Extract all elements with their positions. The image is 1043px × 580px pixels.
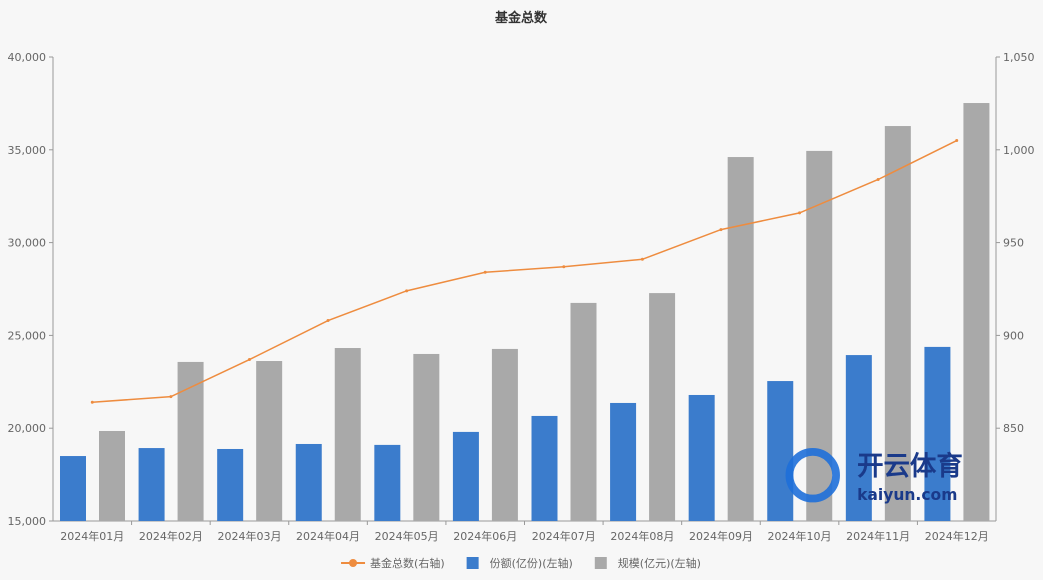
bar-scale [649,293,676,521]
line-point [169,395,173,399]
bar-share [924,346,951,521]
x-axis-tick-label: 2024年06月 [453,529,517,543]
line-point [247,358,251,362]
x-axis-tick-label: 2024年12月 [925,529,989,543]
left-axis-tick-label: 20,000 [8,422,47,435]
x-axis-tick-label: 2024年05月 [375,529,439,543]
x-axis-tick-label: 2024年04月 [296,529,360,543]
right-axis-tick-label: 900 [1003,329,1024,342]
line-point [876,177,880,181]
x-axis-tick-label: 2024年03月 [217,529,281,543]
bar-share [610,402,637,521]
line-point [955,139,959,143]
left-axis-tick-label: 30,000 [8,237,47,250]
x-axis-tick-label: 2024年08月 [610,529,674,543]
legend-label: 规模(亿元)(左轴) [618,556,701,570]
bar-share [374,444,401,521]
right-axis-tick-label: 850 [1003,422,1024,435]
bar-scale [570,302,597,521]
line-point [719,228,723,232]
bar-scale [963,103,990,521]
bar-share [688,394,715,521]
x-axis-tick-label: 2024年07月 [532,529,596,543]
bar-share [845,355,872,521]
line-point [798,211,802,215]
bar-share [452,431,479,521]
bar-scale [99,430,125,521]
legend-label: 份额(亿份)(左轴) [490,556,573,570]
chart-title: 基金总数 [494,10,548,26]
watermark-logo: 开云体育 kaiyun.com [785,448,963,504]
right-axis-tick-label: 1,050 [1003,51,1035,64]
bar-scale [256,361,283,521]
legend-line-marker [349,559,358,567]
x-axis-tick-label: 2024年11月 [846,529,910,543]
bar-share [138,448,165,521]
left-axis-tick-label: 35,000 [8,144,47,157]
bar-share [531,415,558,521]
legend-label: 基金总数(右轴) [370,556,445,570]
bar-scale [491,348,518,521]
x-axis-tick-label: 2024年02月 [139,529,203,543]
bar-scale [413,353,440,521]
line-point [90,400,94,404]
x-axis-tick-label: 2024年09月 [689,529,753,543]
svg-text:kaiyun.com: kaiyun.com [857,486,957,504]
x-axis-tick-label: 2024年10月 [768,529,832,543]
line-point [562,265,566,269]
bar-scale [884,126,911,521]
legend-swatch [466,557,479,569]
legend-swatch [594,557,607,569]
bar-share [295,443,322,521]
bar-share [217,448,244,521]
bar-scale [727,157,754,522]
left-axis-tick-label: 15,000 [8,515,47,528]
line-point [483,270,487,274]
bar-share [767,381,794,521]
right-axis-tick-label: 950 [1003,237,1024,250]
bar-scale [177,361,204,521]
bar-share [60,456,86,521]
line-point [405,289,409,293]
line-point [326,319,330,323]
line-point [640,257,644,261]
left-axis-tick-label: 25,000 [8,329,47,342]
svg-text:开云体育: 开云体育 [857,451,963,482]
left-axis-tick-label: 40,000 [8,51,47,64]
line-fund-count [92,139,958,403]
right-axis-tick-label: 1,000 [1003,144,1035,157]
x-axis-tick-label: 2024年01月 [60,529,124,543]
bar-scale [334,348,361,521]
